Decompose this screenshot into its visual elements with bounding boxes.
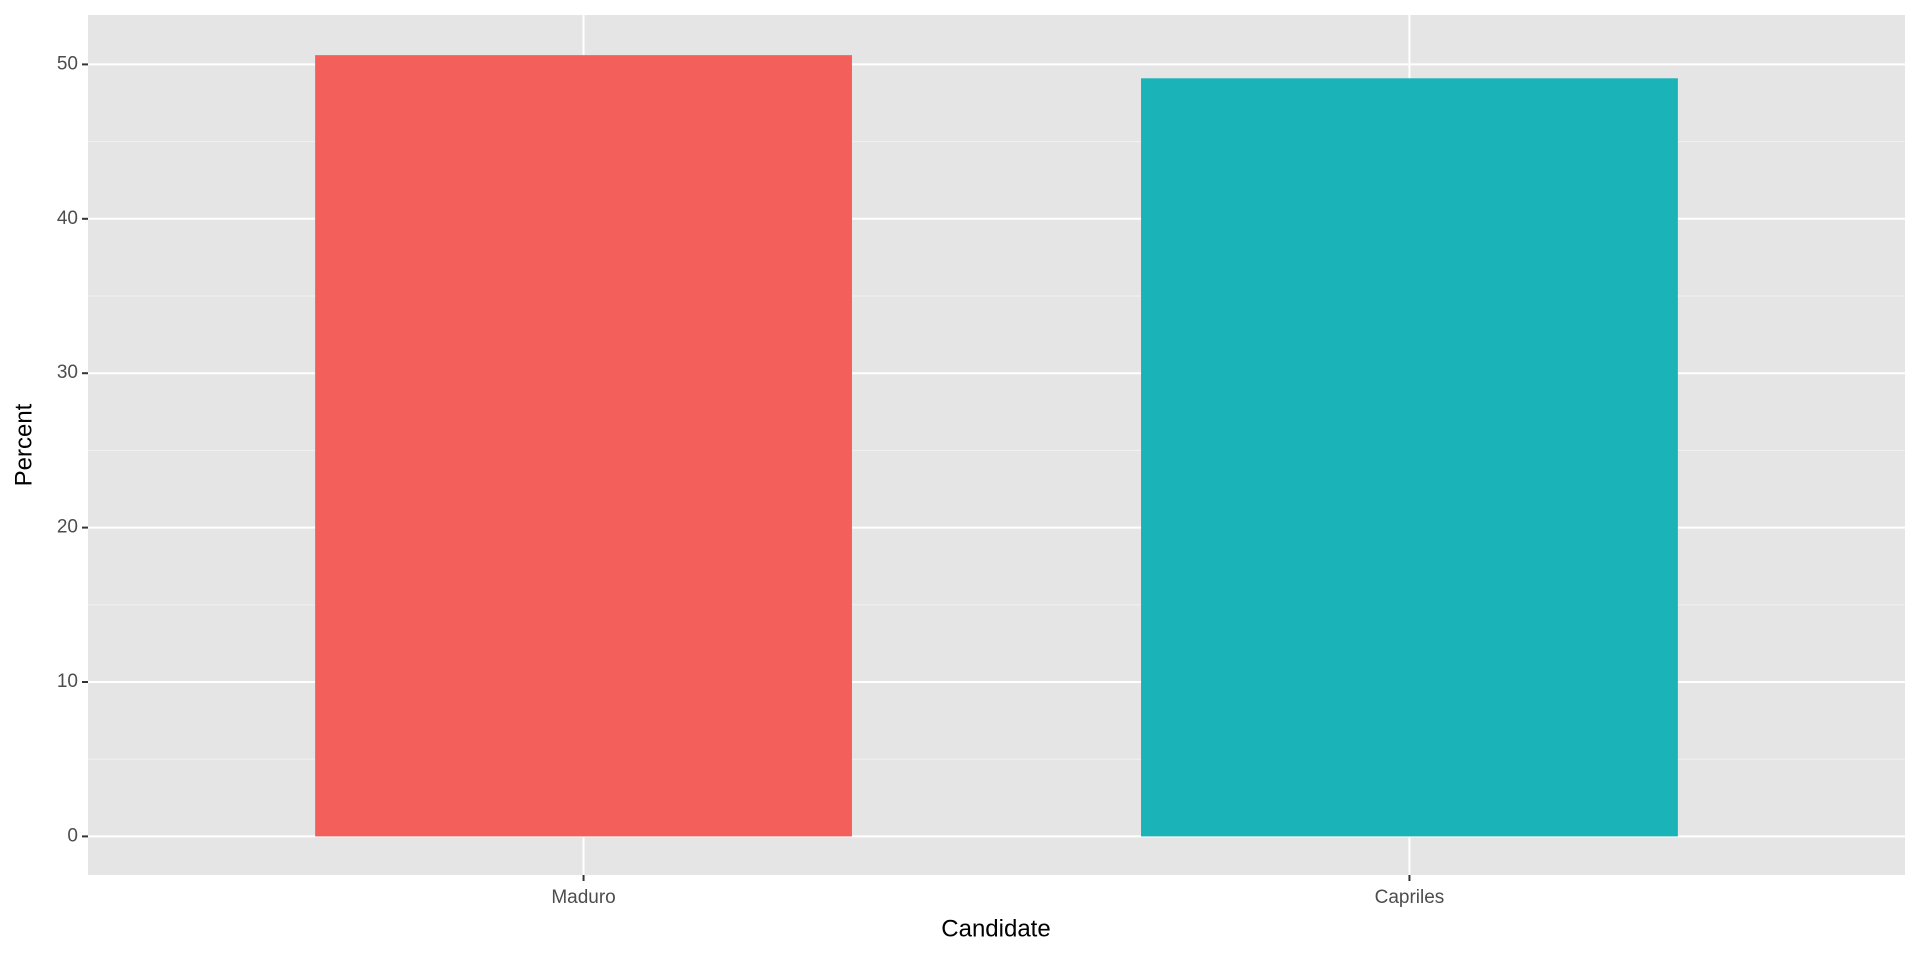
x-tick-label: Capriles bbox=[1375, 887, 1445, 908]
y-axis-title: Percent bbox=[10, 403, 37, 486]
x-tick-label: Maduro bbox=[551, 887, 615, 908]
bar bbox=[1141, 78, 1678, 837]
bar bbox=[315, 55, 852, 837]
y-tick-label: 50 bbox=[57, 53, 78, 74]
y-tick-label: 0 bbox=[67, 825, 78, 846]
x-axis-title: Candidate bbox=[941, 915, 1050, 942]
y-tick-label: 10 bbox=[57, 671, 78, 692]
y-tick-label: 20 bbox=[57, 517, 78, 538]
y-tick-label: 30 bbox=[57, 362, 78, 383]
y-tick-label: 40 bbox=[57, 208, 78, 229]
